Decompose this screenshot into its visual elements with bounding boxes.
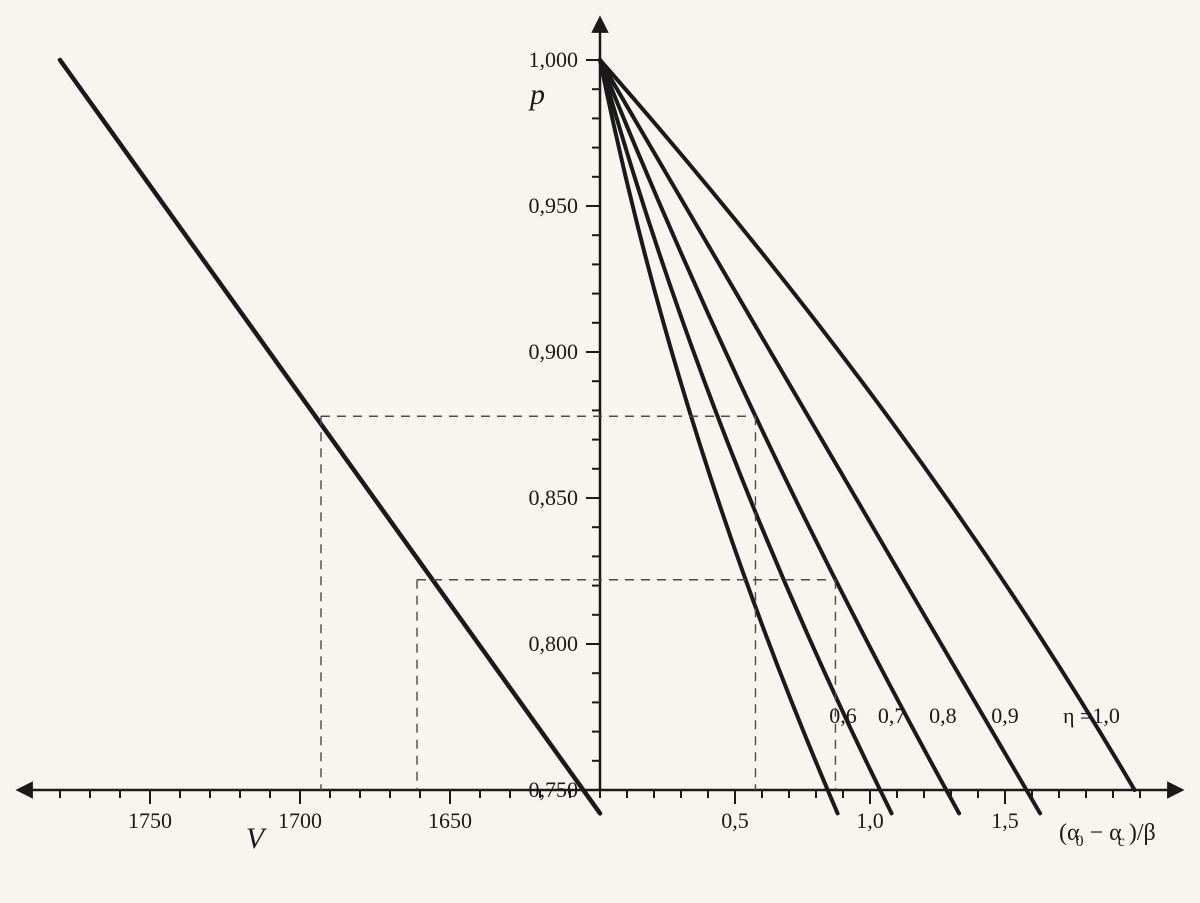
- eta-curve-label: 0,9: [991, 703, 1019, 728]
- y-tick-label: 1,000: [529, 47, 579, 72]
- y-axis-label: p: [528, 78, 545, 111]
- nomograph-chart: 0,7500,8000,8500,9000,9501,000p165017001…: [0, 0, 1200, 903]
- y-tick-label: 0,850: [529, 485, 579, 510]
- xl-tick-label: 1650: [428, 808, 472, 833]
- xr-tick-label: 0,5: [721, 808, 749, 833]
- xl-tick-label: 1750: [128, 808, 172, 833]
- eta-curve-label: η =1,0: [1063, 703, 1120, 728]
- y-tick-label: 0,950: [529, 193, 579, 218]
- xr-tick-label: 1,5: [991, 808, 1019, 833]
- y-tick-label: 0,800: [529, 631, 579, 656]
- xr-tick-label: 1,0: [856, 808, 884, 833]
- xl-tick-label: 1700: [278, 808, 322, 833]
- y-tick-label: 0,900: [529, 339, 579, 364]
- eta-curve-label: 0,8: [929, 703, 957, 728]
- x-right-label: (α0− αc)/β: [1059, 820, 1156, 850]
